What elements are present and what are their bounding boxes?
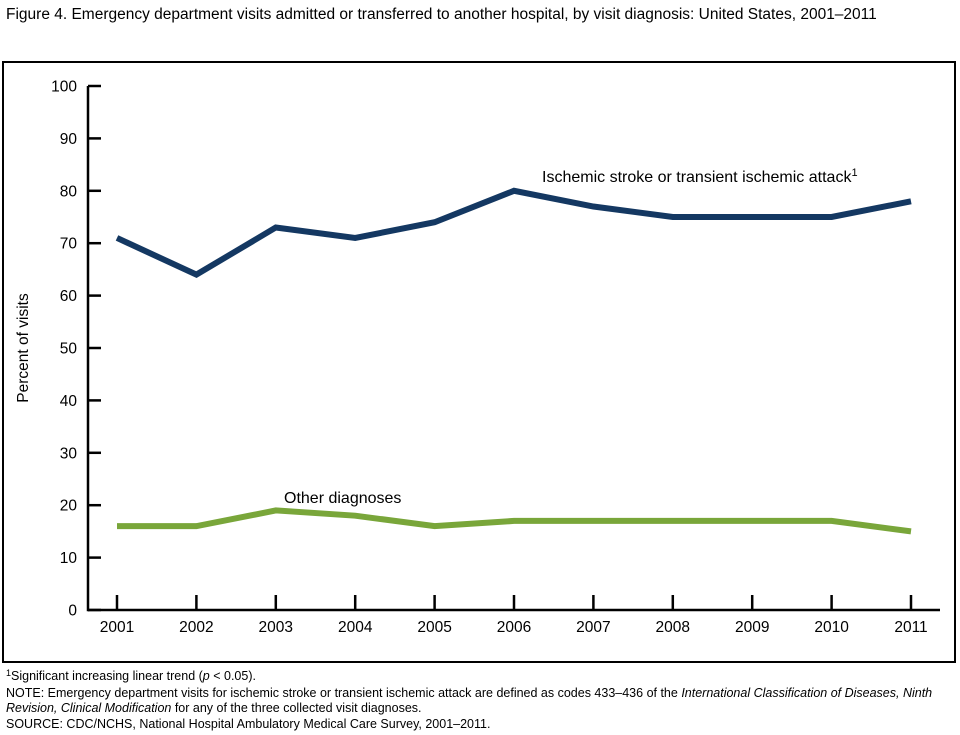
x-tick-label: 2002 (179, 619, 213, 636)
footnotes: 1Significant increasing linear trend (p … (6, 667, 954, 732)
series-line-1 (115, 187, 912, 279)
figure-title: Figure 4. Emergency department visits ad… (6, 6, 877, 23)
y-tick-label: 40 (60, 393, 78, 410)
series-line-2 (117, 507, 912, 535)
y-tick-label: 70 (60, 236, 78, 253)
x-tick-label: 2004 (338, 619, 373, 636)
x-tick-label: 2008 (656, 619, 690, 636)
x-tick-label: 2010 (814, 619, 849, 636)
x-tick-label: 2011 (894, 619, 927, 636)
series-label-superscript: 1 (851, 167, 857, 179)
x-tick-label: 2005 (417, 619, 451, 636)
footnote-trend-p: p (202, 669, 210, 683)
y-tick-label: 30 (60, 445, 78, 462)
footnote-note-citation: International Classification of Diseases… (6, 685, 933, 716)
line-chart-svg: 0 10 20 30 40 50 60 70 80 90 100 2001 2002 2003 2004 20… (15, 79, 940, 636)
footnote-note: NOTE: Emergency department visits for is… (6, 686, 954, 717)
y-tick-label: 50 (60, 341, 78, 358)
footnote-note-text: NOTE: Emergency department visits for is… (6, 685, 682, 700)
chart-area: 0 10 20 30 40 50 60 70 80 90 100 2001 2002 2003 2004 20… (2, 61, 956, 663)
y-axis-title: Percent of visits (15, 293, 32, 403)
x-tick-label: 2001 (100, 619, 134, 636)
x-tick-label: 2003 (259, 619, 293, 636)
y-tick-label: 10 (60, 550, 78, 567)
x-tick-label: 2006 (497, 619, 531, 636)
y-tick-label: 0 (68, 603, 77, 620)
footnote-trend-text: Significant increasing linear trend ( (11, 669, 203, 683)
y-tick-label: 20 (60, 498, 78, 515)
footnote-trend: 1Significant increasing linear trend (p … (6, 667, 954, 686)
y-tick-label: 60 (60, 288, 78, 305)
y-tick-label: 100 (51, 79, 77, 96)
y-tick-label: 80 (60, 183, 78, 200)
x-tick-label: 2009 (735, 619, 769, 636)
footnote-superscript: 1 (6, 667, 12, 678)
footnote-trend-tail: < 0.05). (209, 669, 256, 683)
footnote-source: SOURCE: CDC/NCHS, National Hospital Ambu… (6, 716, 491, 731)
footnote-note-tail: for any of the three collected visit dia… (171, 701, 422, 715)
series-label-1: Ischemic stroke or transient ischemic at… (542, 167, 858, 186)
x-tick-label: 2007 (576, 619, 610, 636)
y-tick-label: 90 (60, 131, 78, 148)
series-label-2: Other diagnoses (284, 490, 401, 507)
